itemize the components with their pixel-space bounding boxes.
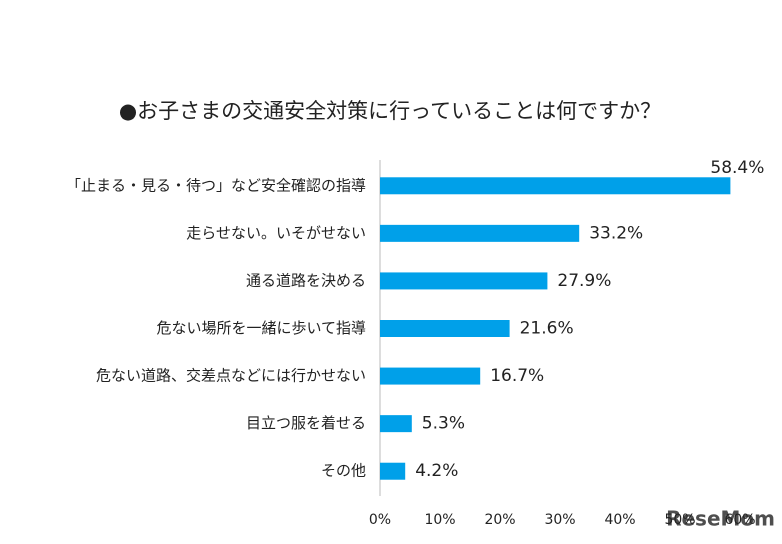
category-label: 通る道路を決める [246, 271, 366, 289]
chart-title: ●お子さまの交通安全対策に行っていることは何ですか？ [119, 99, 661, 123]
category-label: 目立つ服を着せる [246, 414, 366, 432]
value-label: 33.2% [589, 223, 643, 243]
bar [380, 177, 731, 195]
x-tick-label: 50% [664, 512, 695, 528]
x-tick-label: 30% [544, 512, 575, 528]
x-tick-label: 40% [604, 512, 635, 528]
category-label: その他 [321, 462, 366, 480]
x-tick-label: 0% [369, 512, 391, 528]
bar [380, 415, 412, 433]
value-label: 58.4% [710, 158, 764, 178]
value-label: 4.2% [415, 461, 458, 481]
bar [380, 224, 580, 242]
x-tick-label: 60% [724, 512, 755, 528]
value-label: 5.3% [422, 414, 465, 434]
category-label: 走らせない。いそがせない [186, 224, 366, 242]
x-tick-label: 10% [424, 512, 455, 528]
bar [380, 367, 481, 385]
category-label: 「止まる・見る・待つ」など安全確認の指導 [66, 176, 366, 194]
value-label: 21.6% [520, 319, 574, 339]
watermark: ReseMom [666, 507, 775, 531]
bar [380, 320, 510, 337]
category-label: 危ない道路、交差点などには行かせない [96, 367, 366, 385]
category-label: 危ない場所を一緒に歩いて指導 [156, 319, 366, 337]
x-tick-label: 20% [484, 512, 515, 528]
bar [380, 272, 548, 290]
value-label: 16.7% [490, 366, 544, 386]
bar [380, 462, 406, 480]
value-label: 27.9% [557, 271, 611, 291]
